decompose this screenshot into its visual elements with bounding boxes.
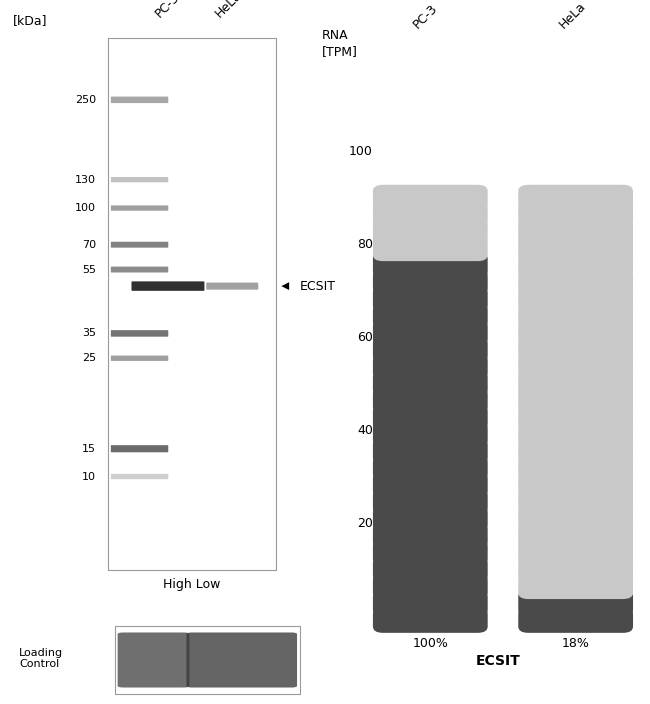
FancyBboxPatch shape (373, 353, 488, 379)
FancyBboxPatch shape (206, 282, 258, 289)
Text: PC-3: PC-3 (153, 0, 182, 20)
FancyBboxPatch shape (518, 235, 633, 261)
FancyBboxPatch shape (518, 590, 633, 616)
Text: 10: 10 (82, 472, 96, 482)
FancyBboxPatch shape (518, 556, 633, 582)
FancyBboxPatch shape (373, 539, 488, 565)
FancyBboxPatch shape (518, 539, 633, 565)
FancyBboxPatch shape (373, 252, 488, 278)
FancyBboxPatch shape (518, 353, 633, 379)
Text: ECSIT: ECSIT (300, 279, 335, 293)
FancyBboxPatch shape (373, 556, 488, 582)
Text: Loading
Control: Loading Control (19, 648, 63, 670)
FancyBboxPatch shape (373, 404, 488, 430)
Text: 40: 40 (357, 424, 373, 436)
FancyBboxPatch shape (373, 387, 488, 413)
FancyBboxPatch shape (187, 632, 297, 688)
FancyBboxPatch shape (518, 573, 633, 599)
FancyBboxPatch shape (373, 184, 488, 210)
FancyBboxPatch shape (373, 438, 488, 464)
Text: HeLa: HeLa (213, 0, 244, 20)
FancyBboxPatch shape (111, 445, 168, 452)
FancyBboxPatch shape (518, 218, 633, 244)
FancyBboxPatch shape (373, 472, 488, 498)
FancyBboxPatch shape (373, 320, 488, 346)
FancyBboxPatch shape (373, 370, 488, 396)
Text: HeLa: HeLa (556, 0, 588, 31)
FancyBboxPatch shape (111, 356, 168, 361)
FancyBboxPatch shape (373, 455, 488, 481)
FancyBboxPatch shape (518, 252, 633, 278)
Text: 100: 100 (349, 145, 373, 158)
FancyBboxPatch shape (518, 337, 633, 363)
Text: 100: 100 (75, 203, 96, 213)
FancyBboxPatch shape (373, 337, 488, 363)
FancyBboxPatch shape (373, 303, 488, 329)
FancyBboxPatch shape (518, 421, 633, 447)
FancyBboxPatch shape (373, 218, 488, 244)
Text: RNA
[TPM]: RNA [TPM] (322, 29, 358, 58)
FancyBboxPatch shape (373, 573, 488, 599)
Text: 60: 60 (357, 331, 373, 344)
FancyBboxPatch shape (373, 286, 488, 312)
Text: PC-3: PC-3 (411, 1, 441, 31)
FancyBboxPatch shape (518, 303, 633, 329)
FancyBboxPatch shape (518, 184, 633, 210)
Text: ECSIT: ECSIT (476, 654, 520, 668)
FancyBboxPatch shape (373, 522, 488, 548)
FancyBboxPatch shape (518, 472, 633, 498)
Text: 130: 130 (75, 175, 96, 184)
FancyBboxPatch shape (518, 370, 633, 396)
FancyBboxPatch shape (111, 96, 168, 103)
FancyBboxPatch shape (518, 522, 633, 548)
FancyBboxPatch shape (373, 489, 488, 515)
Text: 18%: 18% (562, 637, 590, 650)
Text: [kDa]: [kDa] (12, 14, 47, 27)
FancyBboxPatch shape (131, 282, 205, 291)
Text: 55: 55 (82, 265, 96, 275)
FancyBboxPatch shape (373, 590, 488, 616)
Text: 20: 20 (357, 517, 373, 529)
FancyBboxPatch shape (518, 320, 633, 346)
FancyBboxPatch shape (518, 201, 633, 227)
FancyBboxPatch shape (518, 489, 633, 515)
FancyBboxPatch shape (111, 267, 168, 272)
FancyBboxPatch shape (111, 206, 168, 210)
FancyBboxPatch shape (373, 421, 488, 447)
FancyBboxPatch shape (111, 474, 168, 479)
FancyBboxPatch shape (373, 201, 488, 227)
Text: 15: 15 (82, 444, 96, 454)
Text: High Low: High Low (163, 578, 220, 591)
FancyBboxPatch shape (111, 177, 168, 182)
Bar (108, 38, 276, 570)
Bar (114, 626, 300, 694)
FancyBboxPatch shape (373, 607, 488, 633)
FancyBboxPatch shape (111, 330, 168, 337)
Text: 100%: 100% (412, 637, 448, 650)
Text: 70: 70 (82, 239, 96, 250)
FancyBboxPatch shape (518, 438, 633, 464)
FancyBboxPatch shape (111, 241, 168, 248)
FancyBboxPatch shape (518, 286, 633, 312)
Text: 35: 35 (82, 328, 96, 339)
FancyBboxPatch shape (373, 269, 488, 295)
FancyBboxPatch shape (118, 632, 189, 688)
Text: 80: 80 (357, 238, 373, 251)
FancyBboxPatch shape (518, 387, 633, 413)
FancyBboxPatch shape (518, 269, 633, 295)
FancyBboxPatch shape (373, 505, 488, 532)
FancyBboxPatch shape (518, 404, 633, 430)
FancyBboxPatch shape (373, 235, 488, 261)
FancyBboxPatch shape (518, 505, 633, 532)
FancyBboxPatch shape (518, 455, 633, 481)
Text: 25: 25 (82, 353, 96, 363)
FancyBboxPatch shape (518, 607, 633, 633)
Text: 250: 250 (75, 95, 96, 105)
